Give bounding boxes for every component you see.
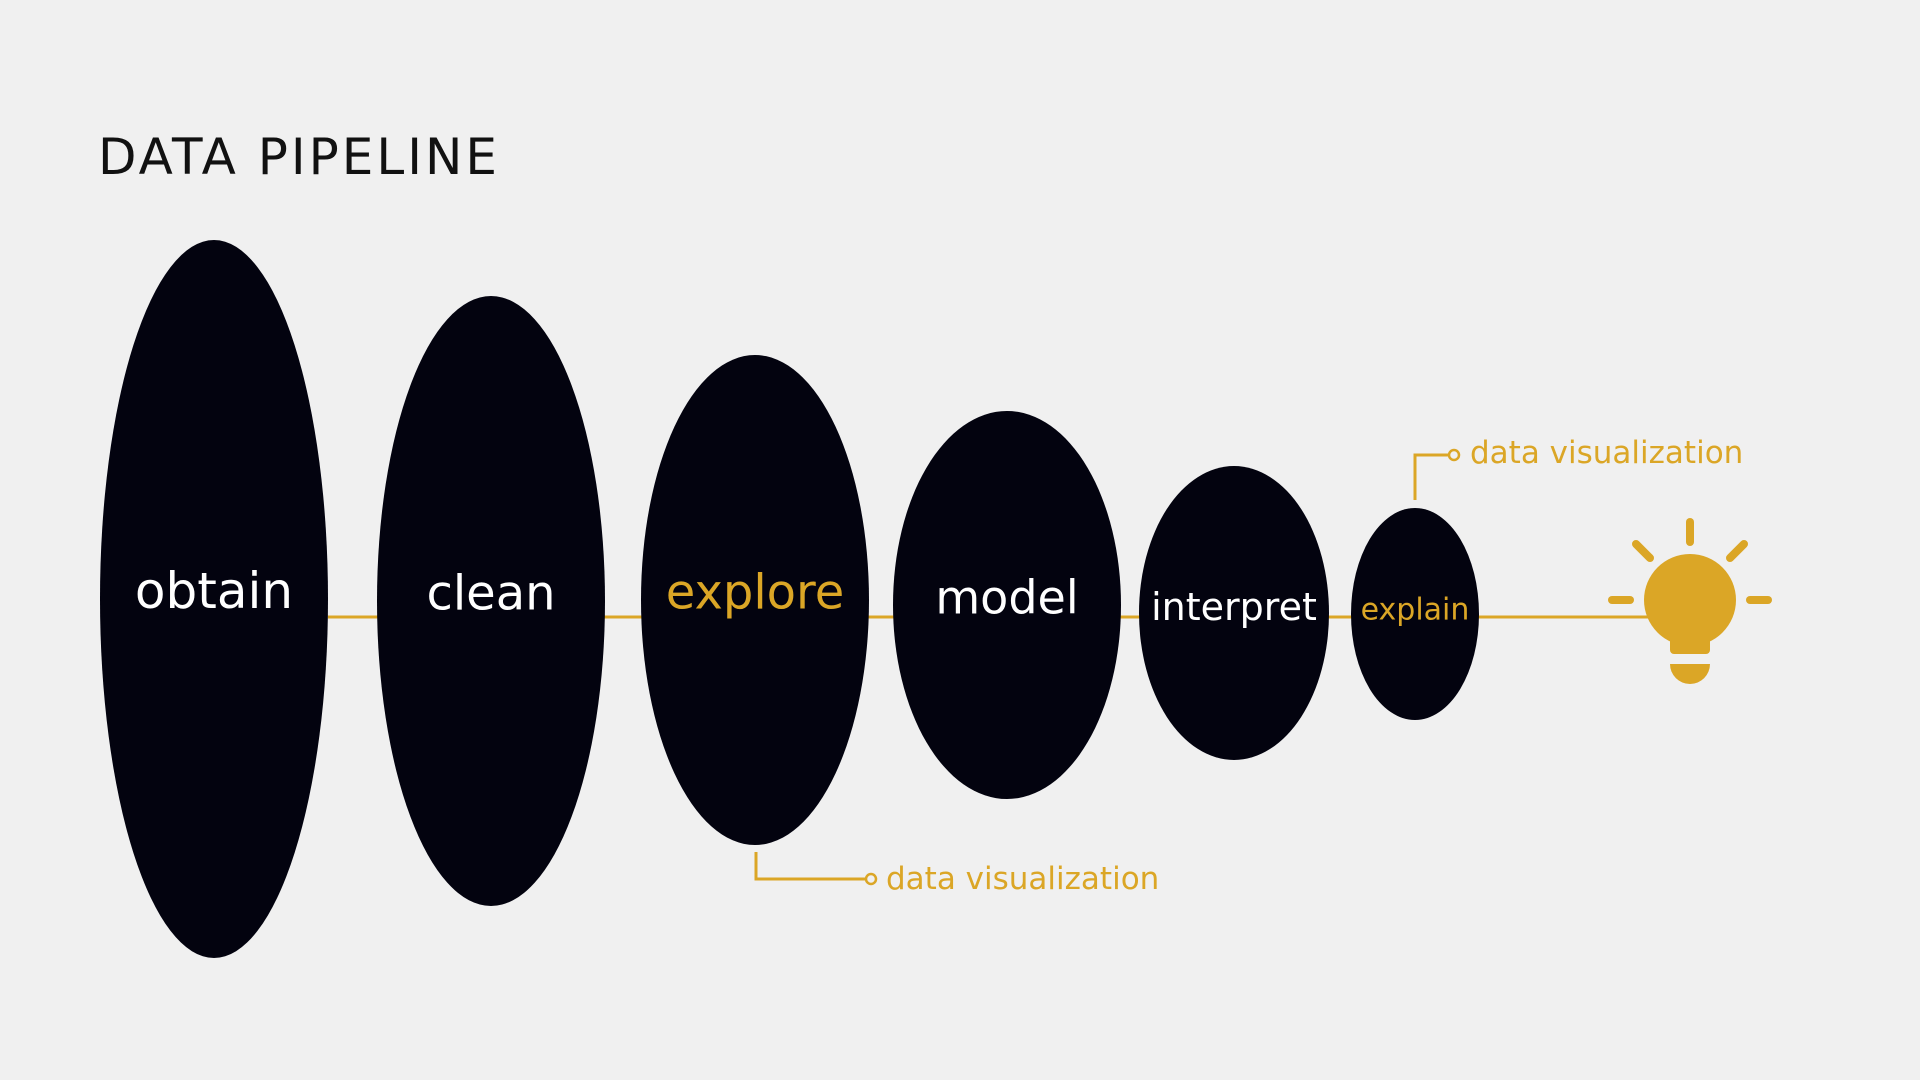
- annotation-label-explain: data visualization: [1470, 435, 1743, 471]
- page-title: DATA PIPELINE: [98, 128, 500, 186]
- stage-label-explore: explore: [666, 565, 844, 621]
- stage-ellipse-explain: [1351, 508, 1479, 720]
- annotation-connector-explore: [754, 852, 866, 881]
- annotation-dot-explain: [1447, 448, 1461, 462]
- stage-ellipse-model: [893, 411, 1121, 799]
- annotation-label-explore: data visualization: [886, 861, 1159, 897]
- stage-ellipse-obtain: [100, 240, 328, 958]
- stage-label-clean: clean: [426, 566, 555, 622]
- lightbulb-icon: [1608, 518, 1772, 684]
- stage-label-obtain: obtain: [135, 562, 293, 620]
- stage-label-model: model: [935, 570, 1078, 624]
- stage-ellipse-explore: [641, 355, 869, 845]
- stage-ellipse-clean: [377, 296, 605, 906]
- stage-ellipse-interpret: [1139, 466, 1329, 760]
- stage-label-interpret: interpret: [1151, 585, 1317, 629]
- stage-label-explain: explain: [1361, 592, 1470, 627]
- annotation-connector-explain: [1413, 453, 1449, 500]
- annotation-dot-explore: [864, 872, 878, 886]
